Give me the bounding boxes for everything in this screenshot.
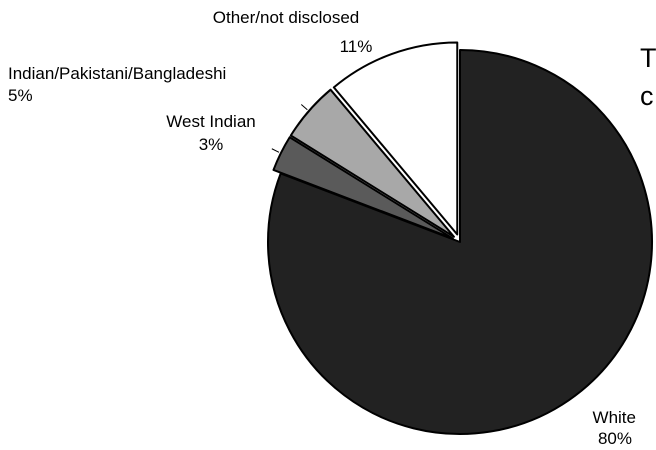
cutoff-text-line-1: T [640, 43, 656, 73]
pie-slices [267, 41, 653, 435]
leader-line-indian-pakistani-bangladeshi [300, 104, 308, 111]
slice-label-white: White [593, 408, 636, 427]
leader-line-west-indian [271, 148, 280, 153]
pie-slice-indian-pakistani-bangladeshi [289, 88, 455, 238]
leader-lines [271, 104, 308, 153]
pie-slice-other-not-disclosed [332, 41, 459, 236]
slice-pct-other-not-disclosed: 11% [340, 37, 373, 56]
slice-label-other-not-disclosed: Other/not disclosed [213, 8, 359, 27]
pie-slice-west-indian [272, 136, 454, 240]
slice-pct-west-indian: 3% [199, 135, 224, 154]
cutoff-text-line-2: c [640, 81, 654, 111]
slice-label-indian-pakistani-bangladeshi: Indian/Pakistani/Bangladeshi [8, 64, 226, 83]
pie-slice-white [267, 49, 653, 435]
slice-pct-white: 80% [598, 429, 632, 448]
slice-label-west-indian: West Indian [166, 112, 255, 131]
slice-pct-indian-pakistani-bangladeshi: 5% [8, 86, 33, 105]
